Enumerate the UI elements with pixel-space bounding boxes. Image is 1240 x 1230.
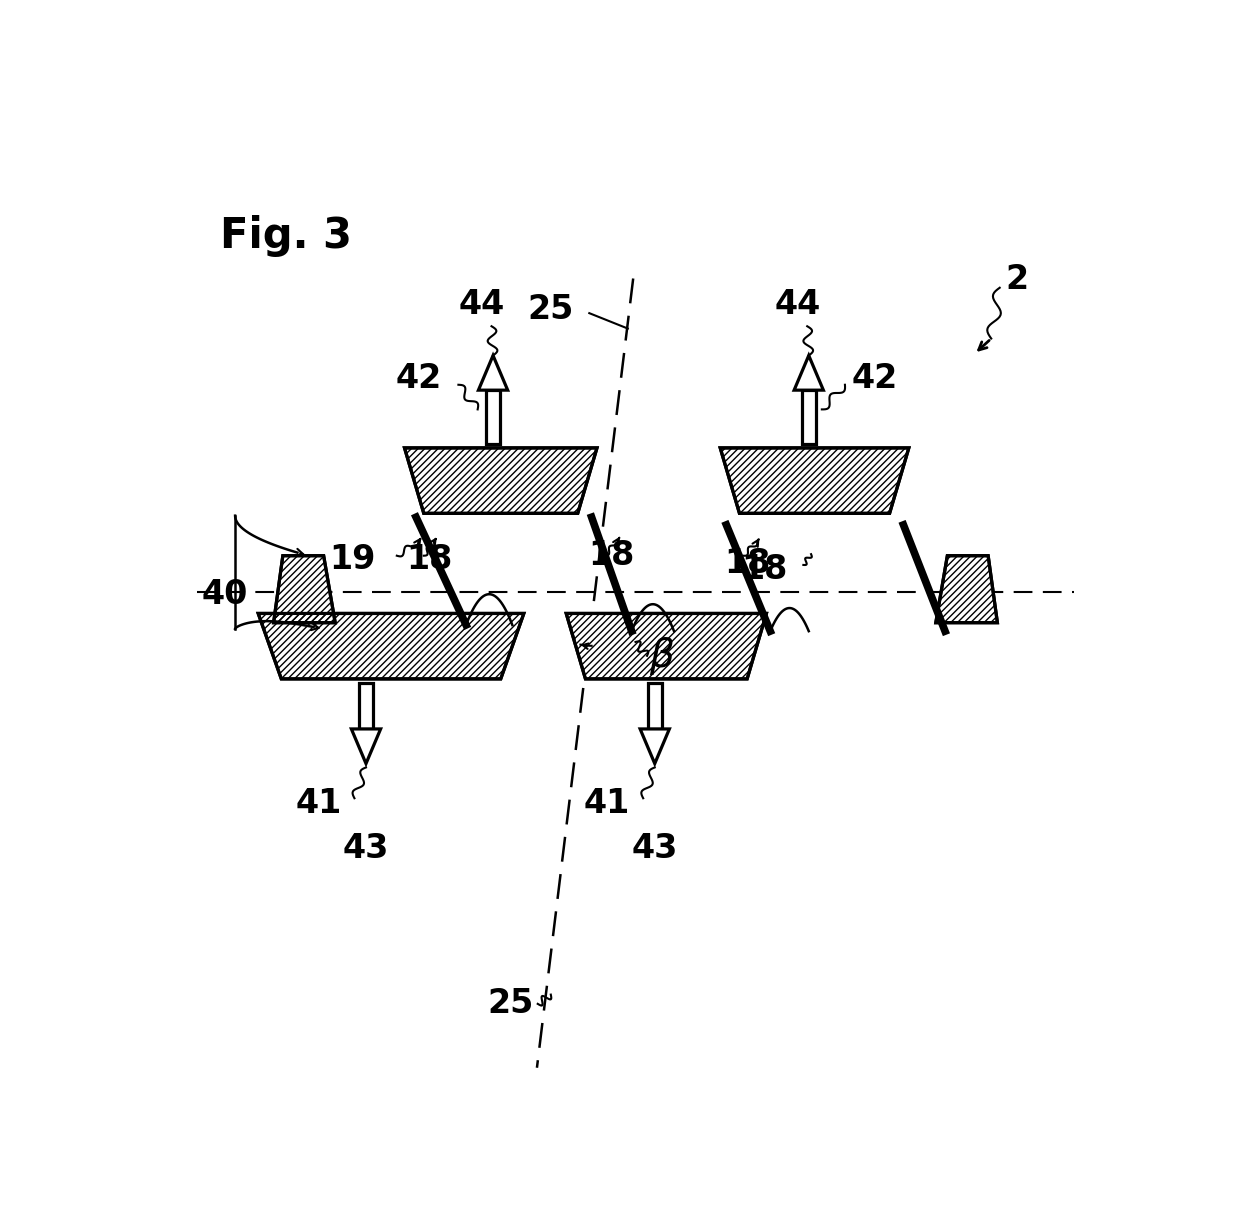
Polygon shape: [258, 614, 523, 679]
Polygon shape: [404, 448, 596, 513]
Polygon shape: [351, 729, 381, 764]
Text: 19: 19: [330, 544, 376, 576]
Polygon shape: [647, 683, 662, 729]
Polygon shape: [794, 355, 823, 390]
Polygon shape: [567, 614, 766, 679]
Text: 40: 40: [202, 578, 248, 611]
Text: 2: 2: [1006, 263, 1028, 296]
Polygon shape: [936, 556, 997, 622]
Text: 18: 18: [588, 539, 634, 572]
Text: 44: 44: [774, 288, 821, 321]
Polygon shape: [479, 355, 507, 390]
Polygon shape: [274, 556, 335, 622]
Text: 41: 41: [295, 787, 341, 820]
Text: 41: 41: [584, 787, 630, 820]
Text: 42: 42: [851, 362, 898, 395]
Text: 25: 25: [527, 293, 574, 326]
Text: 18: 18: [405, 544, 453, 576]
Text: 43: 43: [631, 831, 678, 865]
Text: 25: 25: [487, 988, 534, 1021]
Text: 18: 18: [724, 547, 770, 579]
Polygon shape: [640, 729, 670, 764]
Text: 18: 18: [742, 554, 787, 585]
Text: 44: 44: [459, 288, 505, 321]
Polygon shape: [360, 683, 373, 729]
Polygon shape: [720, 448, 909, 513]
Text: 42: 42: [396, 362, 441, 395]
Polygon shape: [486, 390, 500, 444]
Text: Fig. 3: Fig. 3: [219, 215, 352, 257]
Text: $\beta$: $\beta$: [650, 635, 675, 677]
Text: 43: 43: [342, 831, 389, 865]
Polygon shape: [802, 390, 816, 444]
